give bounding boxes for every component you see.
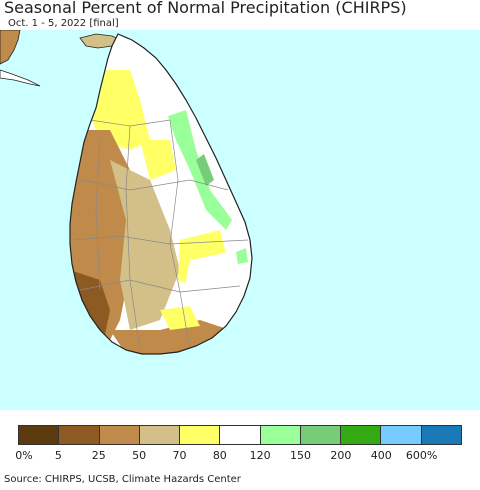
legend-swatch	[19, 426, 60, 444]
legend-labels: 0% 5 25 50 70 80 120 150 200 400 600%	[0, 449, 480, 463]
legend-swatch	[341, 426, 382, 444]
sri-lanka-outline	[69, 33, 253, 355]
legend-colorbar	[18, 425, 462, 445]
adams-bridge	[0, 69, 41, 87]
legend-swatch	[260, 426, 301, 444]
legend-swatch	[300, 426, 342, 444]
legend-tick-label: 0%	[15, 449, 33, 462]
legend-tick-label: 70	[172, 449, 187, 462]
precipitation-map	[0, 30, 480, 410]
region-yellow-patch-3	[160, 306, 200, 330]
legend-swatch	[220, 426, 261, 444]
map-svg	[0, 30, 480, 410]
region-east-green-spot	[236, 248, 248, 264]
legend-tick-label: 150	[290, 449, 312, 462]
legend-tick-label: 80	[212, 449, 227, 462]
legend-tick-label: 50	[132, 449, 147, 462]
source-credit: Source: CHIRPS, UCSB, Climate Hazards Ce…	[4, 474, 241, 485]
legend-swatch	[421, 426, 461, 444]
legend-swatch	[139, 426, 181, 444]
legend-tick-label: 600%	[405, 449, 438, 462]
india-coast	[0, 30, 21, 65]
region-southeast-white	[184, 250, 250, 320]
legend-tick-label: 120	[249, 449, 271, 462]
map-title: Seasonal Percent of Normal Precipitation…	[4, 0, 407, 17]
legend-tick-label: 25	[91, 449, 106, 462]
region-yellow-patch-1	[140, 140, 176, 180]
legend-tick-label: 200	[330, 449, 352, 462]
legend-swatch	[180, 426, 221, 444]
map-subtitle: Oct. 1 - 5, 2022 [final]	[8, 18, 119, 29]
legend-swatch	[59, 426, 100, 444]
legend-swatch	[381, 426, 422, 444]
district-borders	[73, 119, 249, 351]
legend-tick-label: 400	[370, 449, 392, 462]
legend-tick-label: 5	[54, 449, 62, 462]
legend-swatch	[99, 426, 140, 444]
region-east-coast-darkgreen	[196, 154, 214, 186]
